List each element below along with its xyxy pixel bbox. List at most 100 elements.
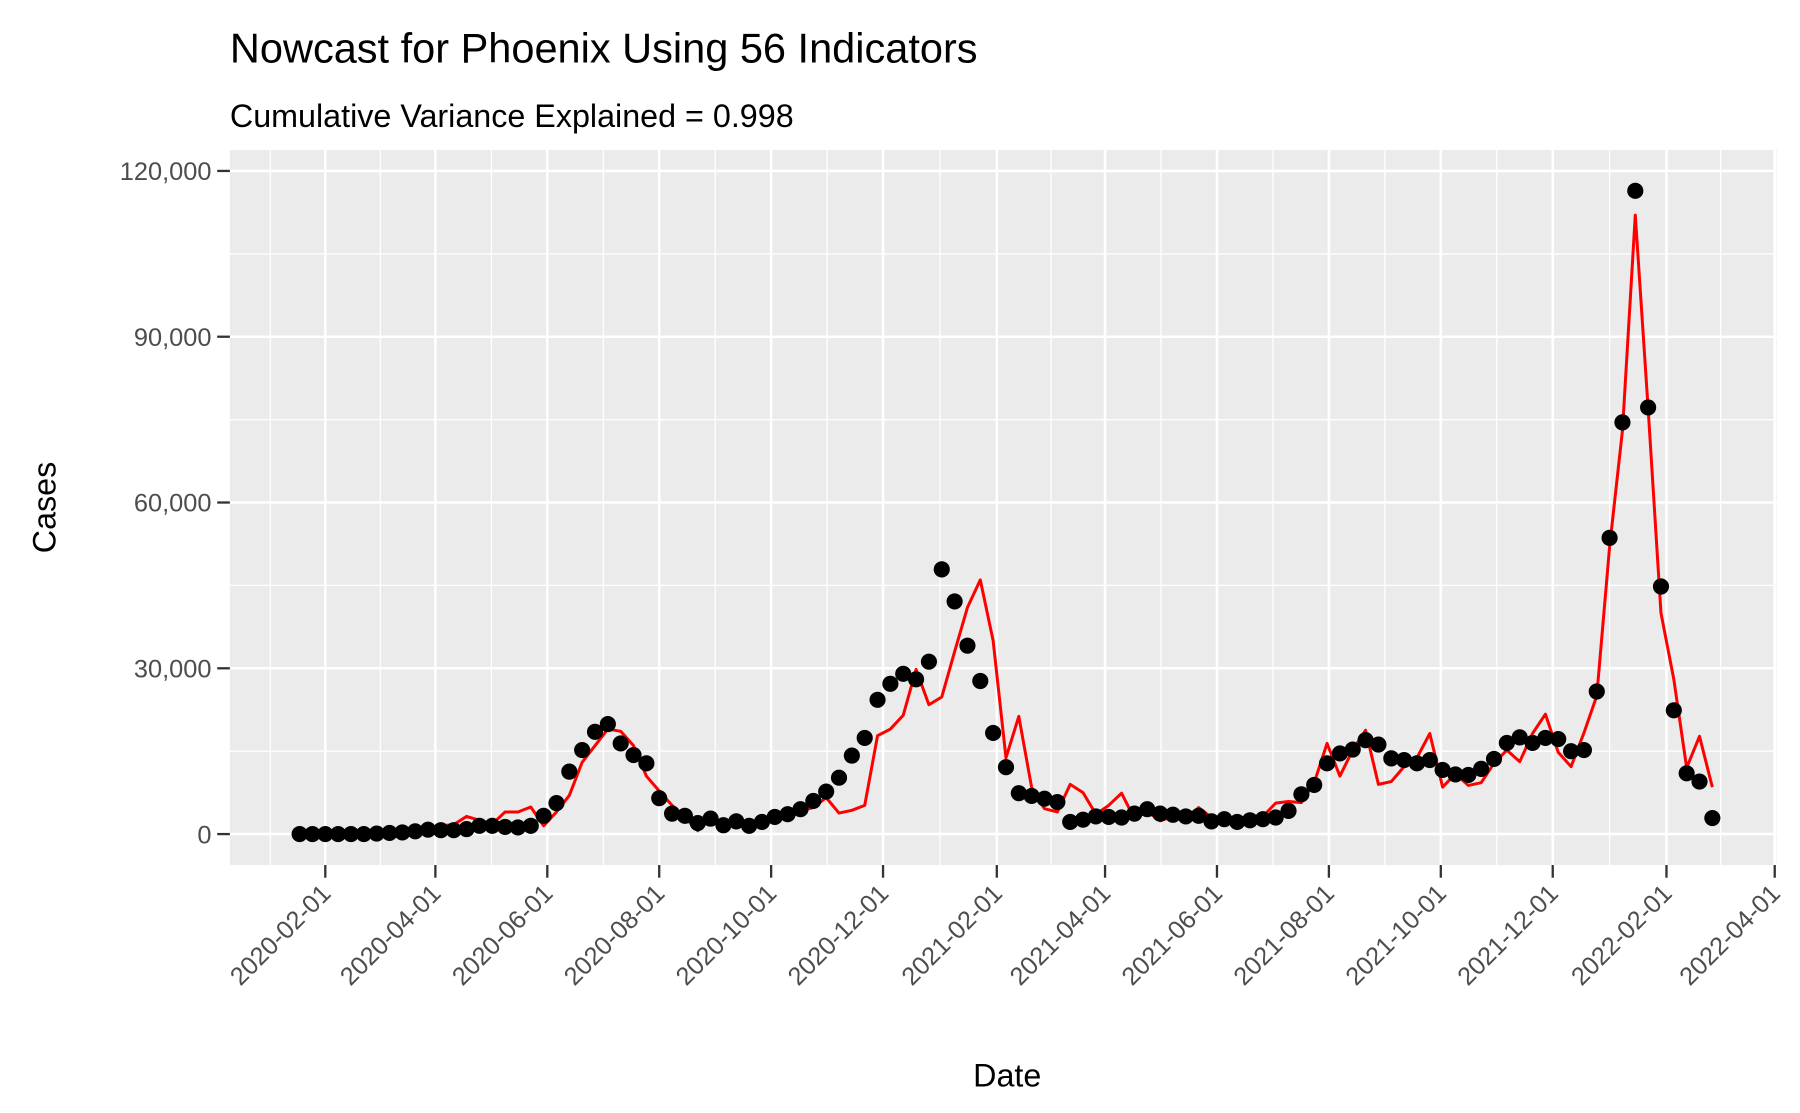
data-point xyxy=(1331,745,1348,762)
data-point xyxy=(1537,729,1554,746)
data-point xyxy=(843,747,860,764)
data-point xyxy=(548,795,565,812)
data-point xyxy=(895,665,912,682)
data-point xyxy=(497,818,514,835)
data-point xyxy=(1614,414,1631,431)
data-point xyxy=(1588,683,1605,700)
data-point xyxy=(1396,751,1413,769)
data-point xyxy=(1485,750,1503,767)
data-point xyxy=(920,653,937,670)
data-point xyxy=(663,805,681,822)
data-point xyxy=(1216,811,1233,828)
data-point xyxy=(882,675,899,692)
data-point xyxy=(676,807,693,824)
data-point xyxy=(1229,813,1246,830)
data-point xyxy=(535,807,552,824)
data-point xyxy=(1203,813,1220,830)
data-point xyxy=(1344,741,1361,758)
data-point xyxy=(985,724,1002,742)
data-point xyxy=(1627,182,1644,199)
data-point xyxy=(1164,806,1182,823)
data-point xyxy=(1550,730,1567,748)
data-point xyxy=(972,672,989,690)
data-point xyxy=(1254,811,1271,828)
data-point xyxy=(1113,809,1130,826)
data-point xyxy=(1036,790,1053,807)
y-tick-label: 120,000 xyxy=(120,158,212,186)
chart-title: Nowcast for Phoenix Using 56 Indicators xyxy=(230,24,978,71)
data-point xyxy=(779,806,796,823)
data-point xyxy=(702,810,719,827)
x-tick-label: 2021-10-01 xyxy=(1340,879,1452,991)
data-point xyxy=(1306,776,1323,793)
data-point xyxy=(1126,805,1143,822)
data-point xyxy=(342,826,360,843)
y-tick-label: 0 xyxy=(197,821,211,849)
data-point xyxy=(1139,801,1156,818)
data-point xyxy=(1511,729,1528,746)
data-point xyxy=(1010,785,1027,802)
data-point xyxy=(1665,702,1682,719)
data-point xyxy=(1357,732,1374,749)
data-point xyxy=(432,822,449,839)
data-point xyxy=(997,759,1015,776)
data-point xyxy=(689,814,706,832)
data-point xyxy=(766,808,783,826)
x-tick-label: 2021-02-01 xyxy=(896,879,1008,991)
data-point xyxy=(741,817,758,834)
x-tick-label: 2020-06-01 xyxy=(447,879,559,991)
data-point xyxy=(612,735,629,752)
data-point xyxy=(574,742,591,759)
x-tick-label: 2022-04-01 xyxy=(1674,879,1786,991)
data-point xyxy=(1562,743,1580,760)
data-point xyxy=(1652,578,1670,595)
x-tick-label: 2020-02-01 xyxy=(225,879,337,991)
data-point xyxy=(368,825,385,842)
data-point xyxy=(1241,812,1259,829)
data-point xyxy=(1383,750,1400,767)
data-point xyxy=(394,824,411,841)
data-point xyxy=(1473,760,1490,777)
x-tick-label: 2020-12-01 xyxy=(783,879,895,991)
x-tick-label: 2020-08-01 xyxy=(559,879,671,991)
x-tick-label: 2021-04-01 xyxy=(1005,879,1117,991)
data-point xyxy=(407,823,424,840)
data-point xyxy=(638,755,655,772)
data-point xyxy=(1062,813,1079,830)
data-point xyxy=(959,637,976,654)
x-tick-label: 2021-06-01 xyxy=(1117,879,1229,991)
data-point xyxy=(805,792,822,809)
data-point xyxy=(1190,807,1207,824)
data-point xyxy=(753,813,771,830)
data-point xyxy=(818,783,835,800)
marks xyxy=(291,182,1721,843)
series-line xyxy=(299,213,1714,836)
data-point xyxy=(933,561,950,578)
data-point xyxy=(1408,755,1426,772)
data-point xyxy=(586,723,604,740)
data-point xyxy=(946,593,963,610)
data-point xyxy=(458,821,475,838)
x-axis-label: Date xyxy=(973,1057,1041,1093)
data-point xyxy=(1460,766,1477,784)
data-point xyxy=(1177,808,1194,825)
data-point xyxy=(291,826,308,843)
chart-subtitle: Cumulative Variance Explained = 0.998 xyxy=(230,98,794,134)
data-point xyxy=(419,821,437,838)
data-point xyxy=(1640,399,1657,416)
data-point xyxy=(1434,761,1451,779)
grid xyxy=(229,149,1777,866)
data-point xyxy=(1318,755,1336,772)
data-point xyxy=(509,819,527,836)
y-axis-label: Cases xyxy=(27,462,63,554)
data-point xyxy=(355,826,372,843)
data-point xyxy=(869,691,886,708)
data-point xyxy=(1575,742,1592,759)
x-tick-label: 2020-10-01 xyxy=(671,879,783,991)
data-point xyxy=(381,824,398,842)
data-point xyxy=(1498,734,1515,751)
data-point xyxy=(728,813,745,830)
data-point xyxy=(1074,811,1092,828)
data-point xyxy=(304,826,321,843)
